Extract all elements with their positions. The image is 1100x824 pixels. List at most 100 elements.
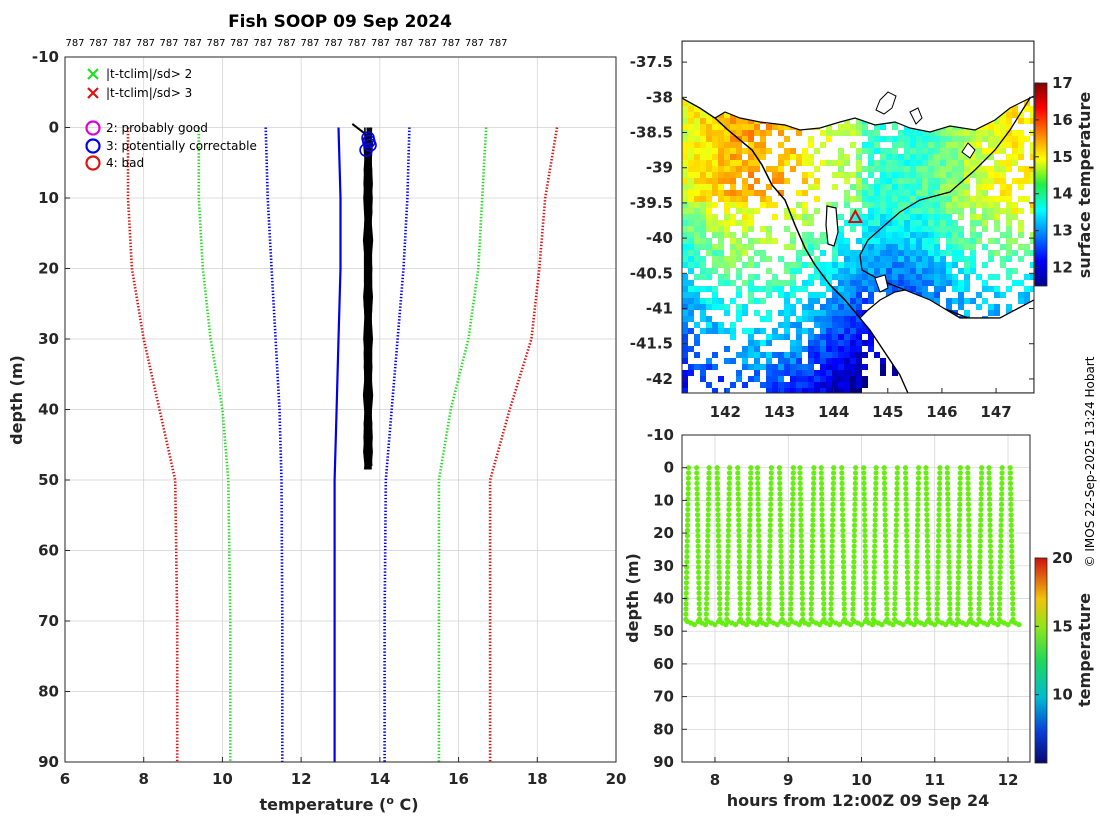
obs-point <box>789 512 796 518</box>
obs-point <box>956 554 962 560</box>
sst-pixel <box>814 310 820 316</box>
profile-ylabel: depth (m) <box>7 355 26 445</box>
obs-point <box>778 533 784 539</box>
obs-point <box>737 611 744 617</box>
sst-pixel <box>694 232 700 238</box>
sst-pixel <box>832 382 838 388</box>
obs-point <box>799 590 805 596</box>
obs-point <box>966 533 972 539</box>
obs-point <box>819 522 825 528</box>
obs-point <box>1010 595 1016 602</box>
sst-pixel <box>958 160 964 166</box>
sst-pixel <box>682 334 688 340</box>
sst-pixel <box>760 136 766 142</box>
obs-point <box>820 543 826 549</box>
sst-pixel <box>856 262 862 268</box>
sst-pixel <box>940 208 946 214</box>
obs-point <box>829 533 835 539</box>
obs-point <box>810 491 816 497</box>
sst-pixel <box>706 268 712 274</box>
sst-pixel <box>712 250 718 256</box>
sst-pixel <box>766 130 772 136</box>
sst-pixel <box>862 238 868 244</box>
sst-pixel <box>1000 232 1006 238</box>
sst-pixel <box>850 316 856 322</box>
obs-point <box>790 470 796 476</box>
sst-pixel <box>856 376 862 382</box>
sst-pixel <box>742 214 748 220</box>
obs-point <box>705 522 711 528</box>
sst-pixel <box>928 268 934 274</box>
sst-pixel <box>724 154 730 160</box>
obs-point <box>757 595 763 602</box>
sst-pixel <box>754 238 760 244</box>
sst-pixel <box>946 214 952 220</box>
sst-pixel <box>838 316 844 322</box>
sst-pixel <box>856 340 862 346</box>
sst-pixel <box>1018 292 1024 298</box>
obs-point <box>798 512 804 518</box>
obs-point <box>809 569 815 575</box>
sst-pixel <box>682 370 688 376</box>
sst-pixel <box>1012 208 1018 214</box>
sst-pixel <box>916 178 922 184</box>
obs-point <box>915 480 921 486</box>
sst-pixel <box>1012 178 1018 184</box>
sst-pixel <box>934 232 940 238</box>
obs-point <box>715 533 722 539</box>
sst-pixel <box>682 232 688 238</box>
sst-pixel <box>748 166 754 172</box>
sst-pixel <box>1006 202 1012 208</box>
sst-pixel <box>814 346 820 352</box>
obs-point <box>754 465 761 471</box>
ship-triangle <box>847 208 863 223</box>
obs-point <box>956 527 962 534</box>
obs-point <box>881 480 888 486</box>
obs-point <box>957 491 963 497</box>
sst-pixel <box>988 286 994 292</box>
sst-pixel <box>736 250 742 256</box>
obs-point <box>809 543 816 549</box>
sst-pixel <box>934 250 940 256</box>
obs-point <box>841 606 847 612</box>
obs-point <box>755 475 761 481</box>
timeseries-ytick-label: 60 <box>653 655 674 673</box>
obs-point <box>966 512 972 518</box>
sst-pixel <box>694 262 700 268</box>
sst-pixel <box>706 136 712 142</box>
obs-point <box>810 496 816 502</box>
sst-pixel <box>844 352 850 358</box>
sst-pixel <box>736 202 742 208</box>
obs-point <box>820 574 826 581</box>
obs-point <box>861 486 867 492</box>
obs-point <box>789 543 795 549</box>
obs-point <box>1008 522 1014 528</box>
cast-count-label: 787 <box>371 38 390 49</box>
sst-pixel <box>808 160 814 166</box>
obs-point <box>852 506 858 513</box>
sst-pixel <box>718 196 724 202</box>
sst-pixel <box>820 316 826 322</box>
sst-pixel <box>928 292 934 298</box>
sst-pixel <box>712 154 718 160</box>
obs-point <box>757 611 763 617</box>
sst-pixel <box>718 274 724 280</box>
sst-pixel <box>970 238 976 244</box>
obs-point <box>925 601 932 607</box>
obs-point <box>695 522 701 528</box>
sst-pixel <box>844 334 850 340</box>
sst-pixel <box>922 178 928 184</box>
sst-pixel <box>742 280 748 286</box>
sst-pixel <box>712 202 718 208</box>
sst-pixel <box>802 154 808 160</box>
obs-point <box>714 480 721 486</box>
sst-pixel <box>772 376 778 382</box>
obs-point <box>935 564 941 570</box>
sst-pixel <box>988 214 994 220</box>
obs-point <box>725 527 732 534</box>
sst-pixel <box>814 268 820 274</box>
obs-point <box>766 590 772 596</box>
sst-pixel <box>892 172 898 178</box>
sst-pixel <box>826 358 832 364</box>
